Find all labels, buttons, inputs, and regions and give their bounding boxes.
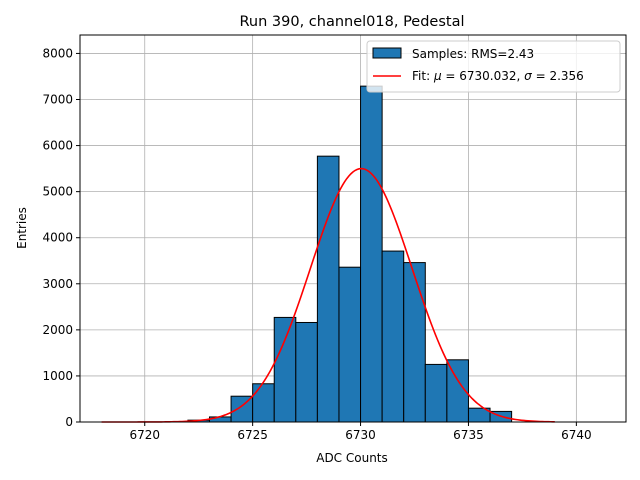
- y-axis: 0 1000 2000 3000 4000 5000 6000 7000 8000: [42, 46, 80, 429]
- x-tick-label: 6735: [453, 428, 484, 442]
- legend-fit-sigma-symbol: σ: [524, 69, 532, 83]
- legend-fit-mu-symbol: μ: [433, 69, 442, 83]
- legend-histogram-label: Samples: RMS=2.43: [412, 47, 534, 61]
- histogram-bar: [403, 262, 426, 423]
- x-axis-label: ADC Counts: [316, 451, 388, 465]
- y-tick-label: 4000: [42, 231, 73, 245]
- legend-box: [366, 40, 621, 93]
- histogram-bar: [360, 85, 383, 423]
- y-tick-label: 3000: [42, 277, 73, 291]
- histogram-bar: [424, 363, 448, 423]
- chart-title: Run 390, channel018, Pedestal: [239, 14, 464, 30]
- legend-fit-sigma-text: = 2.356: [532, 69, 584, 83]
- y-tick-label: 6000: [42, 139, 73, 153]
- y-tick-label: 5000: [42, 185, 73, 199]
- x-tick-label: 6730: [345, 428, 376, 442]
- histogram-bar: [273, 316, 297, 423]
- y-tick-label: 1000: [42, 369, 73, 383]
- histogram-bar: [381, 250, 405, 423]
- plot-frame: [79, 34, 627, 423]
- histogram-bar: [316, 155, 340, 423]
- legend-histogram-swatch: [372, 47, 402, 59]
- legend: Samples: RMS=2.43 Fit: μ = 6730.032, σ =…: [366, 40, 621, 93]
- y-tick-label: 0: [65, 415, 73, 429]
- y-tick-label: 7000: [42, 93, 73, 107]
- histogram-bar: [295, 321, 318, 423]
- legend-fit-prefix: Fit:: [412, 69, 434, 83]
- y-axis-label: Entries: [15, 207, 29, 249]
- x-tick-label: 6725: [237, 428, 268, 442]
- y-tick-label: 8000: [42, 46, 73, 60]
- legend-fit-mu-text: = 6730.032,: [442, 69, 525, 83]
- x-axis: 6720 6725 6730 6735 6740: [129, 422, 592, 442]
- x-tick-label: 6720: [129, 428, 160, 442]
- y-tick-label: 2000: [42, 323, 73, 337]
- histogram-bar: [338, 266, 362, 423]
- legend-fit-label: Fit: μ = 6730.032, σ = 2.356: [412, 69, 584, 83]
- x-tick-label: 6740: [561, 428, 592, 442]
- histogram-bar: [252, 383, 275, 423]
